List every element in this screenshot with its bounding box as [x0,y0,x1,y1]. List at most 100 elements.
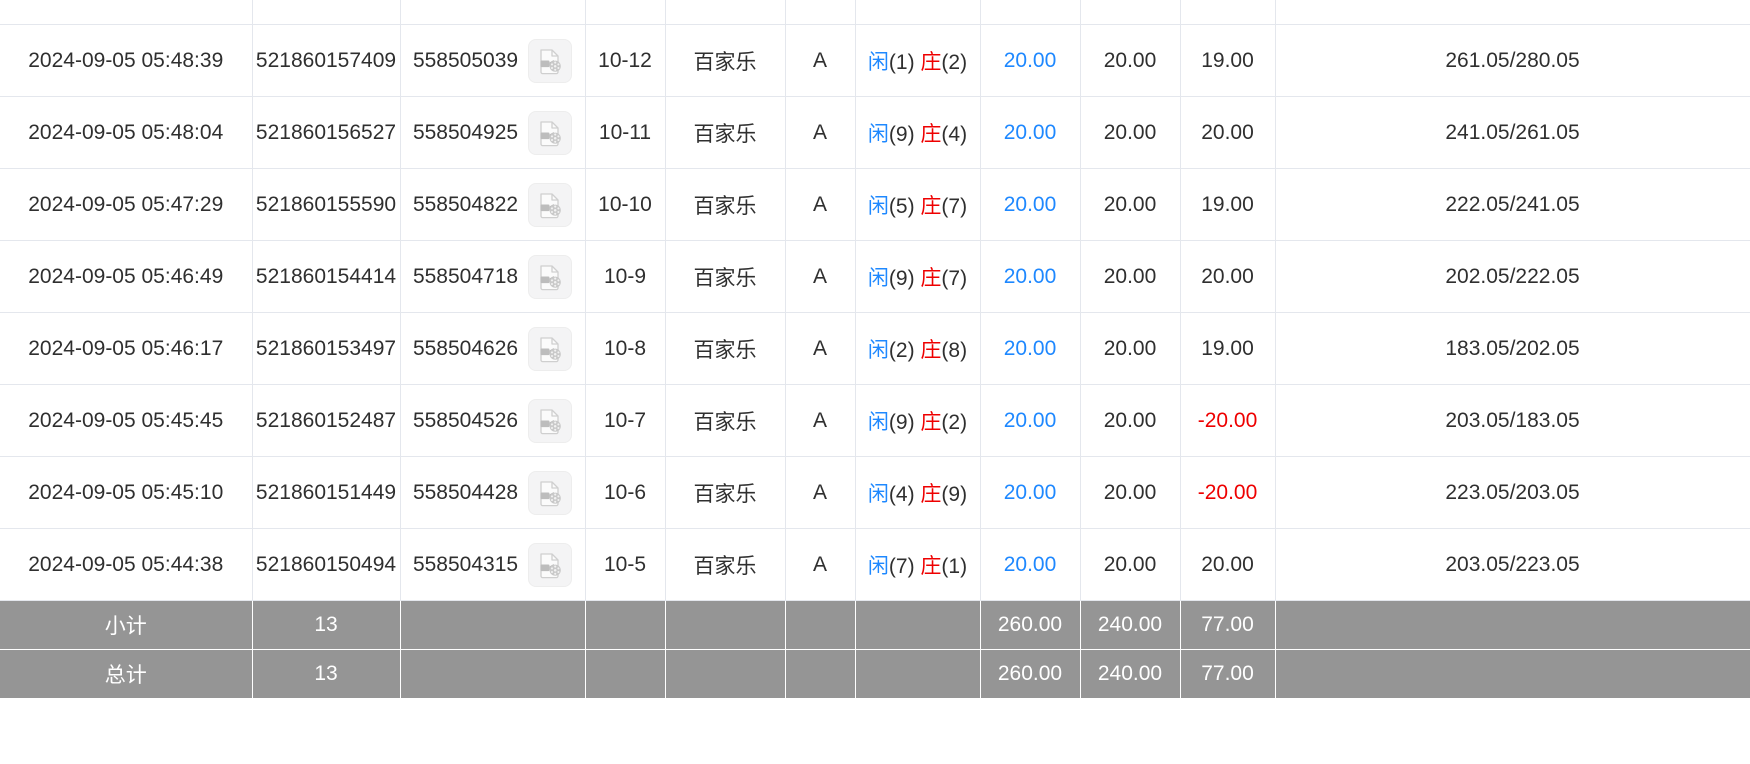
cell-tableno: 10-5 [585,528,666,601]
game-name: 百家乐 [693,122,757,146]
cell-valid: 20.00 [1080,96,1181,169]
cell-area: A [785,168,856,241]
video-document-icon[interactable] [528,110,573,155]
round-no: 558504718 [412,264,519,288]
cell-summary-bet: 260.00 [980,600,1081,650]
cell-order: 521860156527 [252,96,401,169]
cell-game: 百家乐 [665,384,786,457]
cell-balance: 203.05/183.05 [1275,384,1750,457]
cell-payout: 20.00 [1180,96,1276,169]
cell-balance: 202.05/222.05 [1275,240,1750,313]
cell-tableno [585,0,666,25]
summary-payout-total: 77.00 [1201,613,1254,636]
cell-order: 521860155590 [252,168,401,241]
table-no: 10-9 [603,264,647,288]
payout-amount: 19.00 [1201,192,1254,216]
cell-round: 558504526 [400,384,586,457]
cell-bet: 20.00 [980,312,1081,385]
cell-summary-round [400,600,586,650]
valid-bet-amount: 20.00 [1103,192,1157,216]
result-banker: 庄(8) [920,338,968,362]
cell-balance: 183.05/202.05 [1275,312,1750,385]
cell-payout: 20.00 [1180,528,1276,601]
cell-bet: 20.00 [980,24,1081,97]
payout-amount: 20.00 [1201,264,1254,288]
cell-bet: 20.00 [980,96,1081,169]
table-row: 2024-09-05 05:45:10 521860151449 558504428… [0,456,1750,529]
balance-before-after: 223.05/203.05 [1445,480,1580,504]
cell-payout: 19.00 [1180,168,1276,241]
cell-round: 558504428 [400,456,586,529]
result-idle: 闲(7) [867,554,915,578]
cell-area: A [785,312,856,385]
balance-before-after: 202.05/222.05 [1445,264,1580,288]
video-document-icon[interactable] [528,470,573,515]
valid-bet-amount: 20.00 [1103,480,1157,504]
game-name: 百家乐 [693,554,757,578]
cell-game: 百家乐 [665,240,786,313]
bet-amount: 20.00 [1003,264,1057,288]
bet-order-no: 521860151449 [255,480,397,504]
cell-summary-label: 小计 [0,600,253,650]
cell-order: 521860153497 [252,312,401,385]
cell-bet: 20.00 [980,168,1081,241]
valid-bet-amount: 20.00 [1103,120,1157,144]
result-banker: 庄(2) [920,50,968,74]
bet-amount: 20.00 [1003,192,1057,216]
bet-time: 2024-09-05 05:46:49 [28,264,224,288]
video-document-icon[interactable] [528,182,573,227]
video-document-icon[interactable] [528,326,573,371]
bet-area: A [812,192,827,216]
bet-area: A [812,264,827,288]
bet-time: 2024-09-05 05:45:10 [28,480,224,504]
cell-time: 2024-09-05 05:45:45 [0,384,253,457]
bet-time: 2024-09-05 05:46:17 [28,336,224,360]
summary-bet-total: 260.00 [997,613,1063,636]
cell-game: 百家乐 [665,456,786,529]
cell-summary-valid: 240.00 [1080,649,1181,698]
balance-before-after: 261.05/280.05 [1445,48,1580,72]
cell-game: 百家乐 [665,528,786,601]
round-no: 558504626 [412,336,519,360]
cell-game: 百家乐 [665,96,786,169]
cell-balance: 241.05/261.05 [1275,96,1750,169]
video-document-icon[interactable] [528,398,573,443]
valid-bet-amount: 20.00 [1103,48,1157,72]
cell-tableno: 10-10 [585,168,666,241]
bet-area: A [812,408,827,432]
bet-amount: 20.00 [1003,120,1057,144]
cell-game: 百家乐 [665,24,786,97]
result-idle: 闲(9) [867,122,915,146]
cell-valid [1080,0,1181,25]
cell-result: 闲(5) 庄(7) [855,168,981,241]
result-idle: 闲(2) [867,338,915,362]
game-name: 百家乐 [693,482,757,506]
cell-order: 521860151449 [252,456,401,529]
result-banker: 庄(7) [920,194,968,218]
cell-result: 闲(1) 庄(2) [855,24,981,97]
cell-tableno: 10-6 [585,456,666,529]
cell-order: 521860157409 [252,24,401,97]
video-document-icon[interactable] [528,38,573,83]
cell-order [252,0,401,25]
video-document-icon[interactable] [528,542,573,587]
video-document-icon[interactable] [528,254,573,299]
bet-time: 2024-09-05 05:45:45 [28,408,224,432]
cell-round: 558504718 [400,240,586,313]
table-no: 10-7 [603,408,647,432]
cell-area [785,0,856,25]
cell-summary-game [665,600,786,650]
bet-order-no: 521860155590 [255,192,397,216]
table-no: 10-10 [598,192,652,216]
cell-tableno: 10-9 [585,240,666,313]
cell-round: 558504822 [400,168,586,241]
cell-time [0,0,253,25]
cell-order: 521860152487 [252,384,401,457]
cell-summary-area [785,600,856,650]
cell-tableno: 10-11 [585,96,666,169]
cell-time: 2024-09-05 05:44:38 [0,528,253,601]
cell-bet: 20.00 [980,384,1081,457]
cell-area: A [785,240,856,313]
bet-order-no: 521860152487 [255,408,397,432]
bet-amount: 20.00 [1003,552,1057,576]
